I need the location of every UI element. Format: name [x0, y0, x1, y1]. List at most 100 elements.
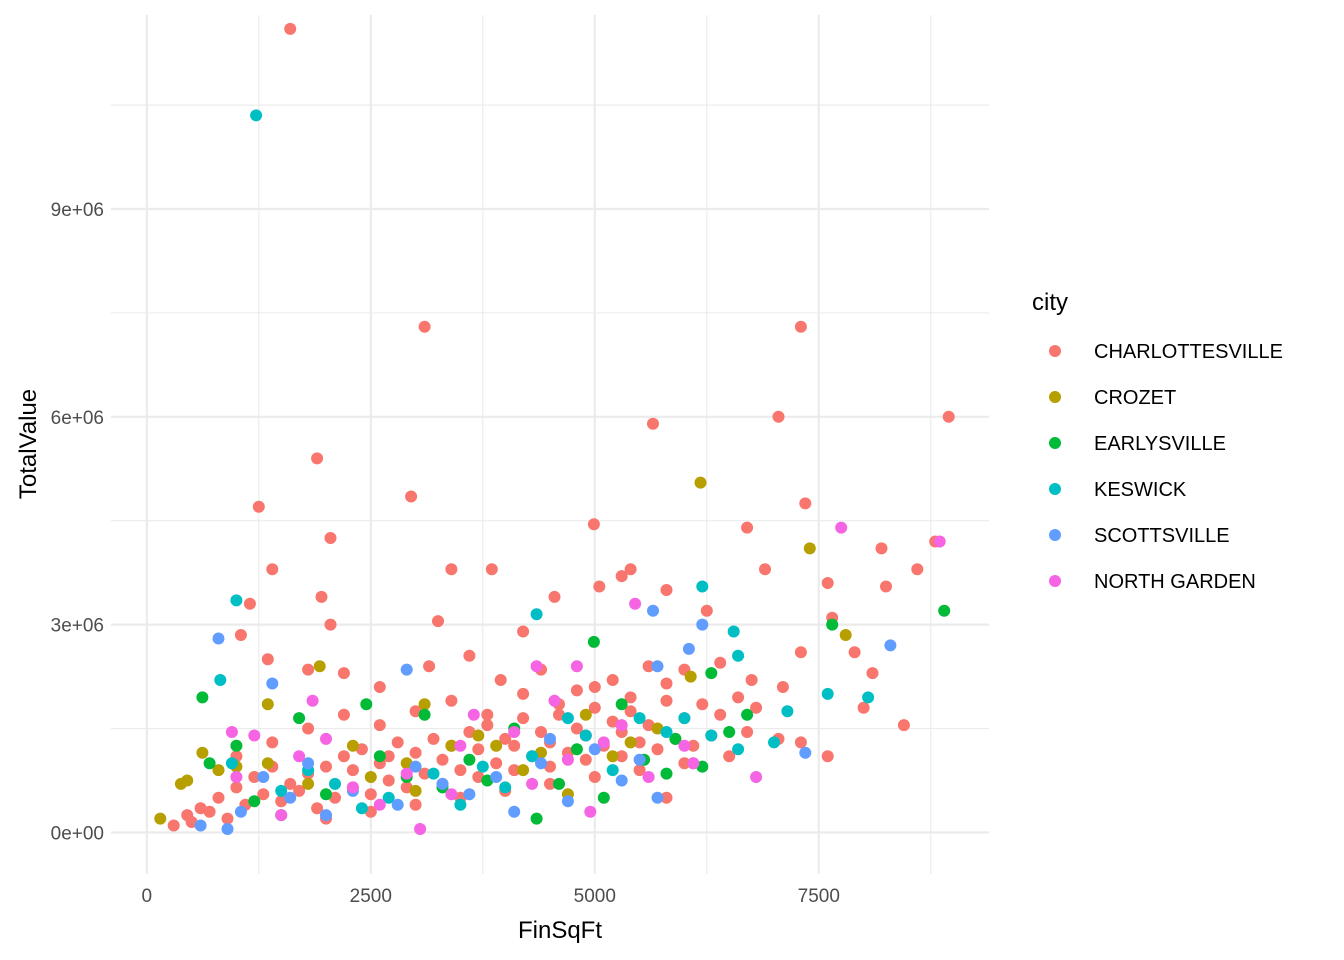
data-point: [911, 563, 924, 576]
legend-key: [1049, 529, 1061, 541]
data-point: [942, 410, 955, 423]
data-point: [364, 788, 377, 801]
data-point: [266, 563, 279, 576]
data-point: [337, 667, 350, 680]
data-point: [633, 712, 646, 725]
data-point: [472, 743, 485, 756]
data-point: [794, 736, 807, 749]
x-axis-tick-labels: 0 2500 5000 7500: [142, 886, 840, 907]
data-point: [364, 771, 377, 783]
data-point: [225, 757, 238, 770]
legend-key: [1049, 391, 1061, 403]
data-point: [579, 729, 592, 742]
data-point: [880, 580, 892, 593]
data-point: [436, 777, 449, 790]
data-point: [660, 767, 673, 780]
data-point: [194, 802, 207, 815]
data-point: [660, 791, 673, 804]
x-tick-label: 7500: [798, 886, 840, 907]
data-point: [741, 708, 754, 721]
data-point: [391, 798, 404, 811]
data-point: [570, 743, 583, 756]
grid-lines: [111, 15, 989, 874]
data-point: [660, 726, 673, 738]
data-point: [409, 705, 422, 718]
data-point: [485, 563, 498, 576]
data-point: [234, 805, 247, 818]
data-point: [418, 320, 431, 333]
data-point: [234, 629, 247, 641]
data-point: [293, 712, 306, 725]
data-point: [687, 739, 700, 752]
data-point: [212, 791, 225, 804]
data-point: [409, 746, 422, 759]
data-point: [517, 687, 530, 700]
data-point: [587, 518, 600, 531]
legend-label: NORTH GARDEN: [1094, 571, 1256, 593]
data-point: [311, 802, 324, 815]
data-point: [467, 708, 480, 721]
data-point: [687, 757, 700, 770]
data-point: [553, 777, 565, 790]
data-point: [651, 660, 664, 673]
data-point: [933, 535, 946, 548]
series-scottsville: [194, 604, 897, 835]
data-point: [705, 729, 718, 742]
y-tick-label: 9e+06: [51, 200, 104, 221]
data-point: [561, 795, 574, 808]
data-point: [615, 698, 628, 711]
data-point: [821, 750, 834, 763]
data-point: [535, 726, 547, 738]
data-point: [355, 802, 368, 815]
data-point: [472, 771, 485, 783]
data-point: [196, 746, 209, 759]
data-point: [360, 698, 373, 711]
data-point: [243, 597, 256, 610]
data-point: [759, 563, 771, 576]
data-point: [454, 764, 467, 777]
legend-key: [1049, 483, 1061, 495]
data-point: [684, 670, 697, 683]
data-point: [248, 795, 261, 808]
data-point: [705, 667, 718, 680]
data-point: [391, 736, 404, 749]
data-point: [418, 767, 431, 780]
data-point: [647, 417, 659, 430]
data-point: [794, 320, 807, 333]
data-point: [694, 476, 707, 489]
data-point: [584, 805, 597, 818]
legend-items: CHARLOTTESVILLE CROZET EARLYSVILLE KESWICK S…: [1049, 341, 1283, 593]
data-point: [261, 698, 274, 711]
data-point: [633, 764, 646, 777]
data-point: [651, 791, 664, 804]
x-tick-label: 5000: [574, 886, 616, 907]
data-point: [875, 542, 888, 555]
legend-key: [1049, 345, 1061, 357]
data-point: [275, 809, 288, 822]
data-point: [311, 452, 324, 465]
data-point: [445, 694, 458, 707]
data-point: [606, 764, 619, 777]
data-point: [526, 777, 539, 790]
data-point: [624, 736, 637, 749]
data-point: [293, 750, 306, 763]
legend-item: EARLYSVILLE: [1049, 433, 1226, 455]
data-point: [405, 490, 418, 503]
data-point: [561, 712, 574, 725]
legend-item: NORTH GARDEN: [1049, 571, 1256, 593]
legend-item: SCOTTSVILLE: [1049, 525, 1230, 547]
data-point: [570, 684, 583, 697]
data-point: [530, 660, 543, 673]
data-point: [794, 646, 807, 659]
data-point: [741, 521, 754, 534]
data-point: [313, 660, 326, 673]
data-point: [400, 767, 413, 780]
data-point: [660, 677, 673, 690]
data-point: [587, 635, 600, 648]
data-point: [615, 719, 628, 732]
data-point: [454, 739, 467, 752]
data-point: [588, 771, 601, 783]
data-point: [678, 757, 691, 770]
data-point: [248, 771, 261, 783]
data-point: [436, 753, 449, 766]
